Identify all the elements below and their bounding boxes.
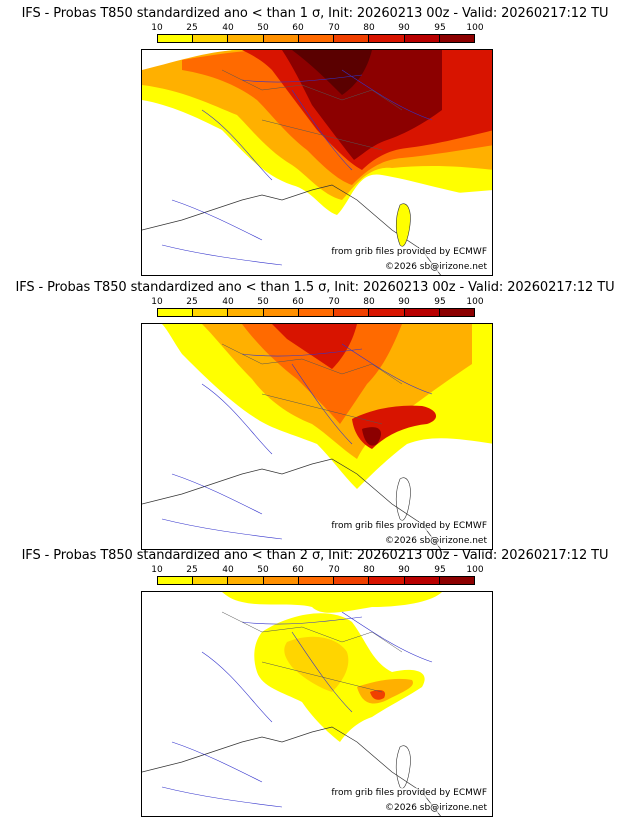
colorbar-tick-labels: 10 25 40 50 60 70 80 90 95 100 [151, 565, 483, 575]
copyright-credit: ©2026 sb@irizone.net [384, 536, 488, 546]
probability-map: from grib files provided by ECMWF ©2026 … [141, 591, 493, 817]
colorbar-tick: 90 [398, 565, 410, 575]
colorbar-tick: 50 [257, 565, 269, 575]
colorbar-swatch [298, 309, 335, 316]
colorbar-tick: 60 [292, 297, 304, 307]
colorbar-tick: 90 [398, 297, 410, 307]
colorbar-swatch [334, 577, 370, 584]
colorbar-tick: 10 [151, 297, 163, 307]
colorbar-swatch [298, 35, 335, 42]
colorbar-swatch [158, 35, 194, 42]
colorbar [157, 34, 475, 43]
colorbar-tick: 40 [222, 23, 234, 33]
copyright-credit: ©2026 sb@irizone.net [384, 803, 488, 813]
source-credit: from grib files provided by ECMWF [330, 247, 488, 257]
map-panel-1sigma: IFS - Probas T850 standardized ano < tha… [0, 6, 630, 278]
map-canvas [142, 50, 492, 275]
colorbar-swatch [193, 309, 229, 316]
colorbar-tick: 100 [466, 23, 484, 33]
colorbar-tick: 50 [257, 23, 269, 33]
colorbar-swatch [263, 309, 299, 316]
colorbar-tick: 80 [363, 23, 375, 33]
colorbar-swatch [228, 309, 264, 316]
colorbar-tick: 60 [292, 23, 304, 33]
colorbar-tick: 100 [466, 565, 484, 575]
colorbar-tick: 95 [434, 297, 446, 307]
colorbar-swatch [263, 577, 299, 584]
colorbar-tick: 70 [328, 23, 340, 33]
colorbar-swatch [369, 577, 405, 584]
colorbar-tick: 50 [257, 297, 269, 307]
probability-map: from grib files provided by ECMWF ©2026 … [141, 323, 493, 550]
map-panel-2sigma: IFS - Probas T850 standardized ano < tha… [0, 548, 630, 820]
colorbar-swatch [439, 309, 474, 316]
colorbar-tick: 80 [363, 565, 375, 575]
colorbar-swatch [334, 309, 370, 316]
colorbar-swatch [158, 577, 194, 584]
colorbar-tick: 95 [434, 23, 446, 33]
colorbar-tick: 60 [292, 565, 304, 575]
map-canvas [142, 592, 442, 816]
map-canvas [142, 324, 492, 549]
colorbar-swatch [193, 35, 229, 42]
colorbar-swatch [404, 577, 440, 584]
copyright-credit: ©2026 sb@irizone.net [384, 262, 488, 272]
colorbar-swatch [369, 309, 405, 316]
colorbar-swatch [439, 577, 474, 584]
map-panel-1-5sigma: IFS - Probas T850 standardized ano < tha… [0, 280, 630, 552]
panel-title: IFS - Probas T850 standardized ano < tha… [15, 280, 615, 295]
colorbar-tick: 25 [186, 23, 198, 33]
colorbar-tick: 70 [328, 297, 340, 307]
source-credit: from grib files provided by ECMWF [330, 788, 488, 798]
colorbar-swatch [404, 35, 440, 42]
colorbar-tick: 95 [434, 565, 446, 575]
panel-title: IFS - Probas T850 standardized ano < tha… [21, 6, 609, 21]
panel-title: IFS - Probas T850 standardized ano < tha… [21, 548, 609, 563]
colorbar-swatch [439, 35, 474, 42]
colorbar-tick: 40 [222, 297, 234, 307]
colorbar-tick: 10 [151, 23, 163, 33]
probability-map: from grib files provided by ECMWF ©2026 … [141, 49, 493, 276]
colorbar-tick: 25 [186, 297, 198, 307]
colorbar-swatch [228, 577, 264, 584]
colorbar-tick: 80 [363, 297, 375, 307]
colorbar-swatch [263, 35, 299, 42]
colorbar-swatch [193, 577, 229, 584]
colorbar-tick: 100 [466, 297, 484, 307]
colorbar-tick-labels: 10 25 40 50 60 70 80 90 95 100 [151, 297, 483, 307]
colorbar-swatch [228, 35, 264, 42]
colorbar [157, 576, 475, 585]
colorbar-swatch [298, 577, 335, 584]
source-credit: from grib files provided by ECMWF [330, 521, 488, 531]
colorbar-tick: 25 [186, 565, 198, 575]
colorbar-tick: 70 [328, 565, 340, 575]
colorbar-swatch [369, 35, 405, 42]
colorbar-tick: 10 [151, 565, 163, 575]
colorbar-swatch [158, 309, 194, 316]
colorbar [157, 308, 475, 317]
colorbar-tick: 90 [398, 23, 410, 33]
colorbar-swatch [404, 309, 440, 316]
colorbar-swatch [334, 35, 370, 42]
colorbar-tick-labels: 10 25 40 50 60 70 80 90 95 100 [151, 23, 483, 33]
colorbar-tick: 40 [222, 565, 234, 575]
